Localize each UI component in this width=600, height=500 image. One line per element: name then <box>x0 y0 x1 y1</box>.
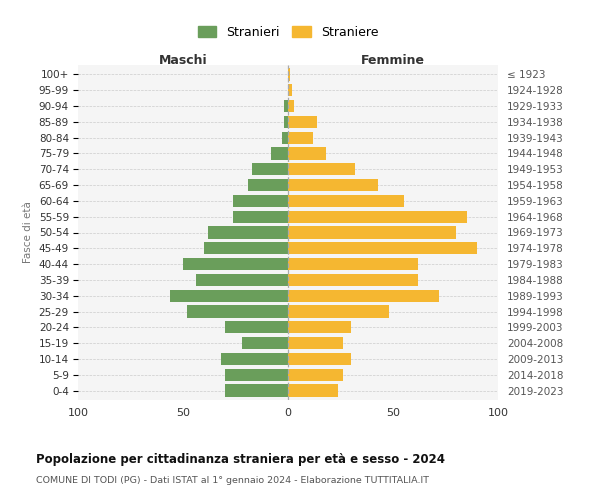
Bar <box>288 274 418 286</box>
Bar <box>288 321 351 334</box>
Bar <box>282 132 288 144</box>
Bar <box>288 258 418 270</box>
Bar <box>170 290 288 302</box>
Bar <box>288 148 326 160</box>
Bar <box>242 337 288 349</box>
Bar <box>233 194 288 207</box>
Bar <box>288 132 313 144</box>
Text: COMUNE DI TODI (PG) - Dati ISTAT al 1° gennaio 2024 - Elaborazione TUTTITALIA.IT: COMUNE DI TODI (PG) - Dati ISTAT al 1° g… <box>36 476 429 485</box>
Bar <box>288 384 338 396</box>
Bar <box>208 226 288 238</box>
Bar <box>288 226 456 238</box>
Bar <box>196 274 288 286</box>
Bar <box>271 148 288 160</box>
Bar <box>288 353 351 365</box>
Bar <box>288 163 355 175</box>
Bar <box>253 163 288 175</box>
Bar <box>221 353 288 365</box>
Bar <box>288 194 404 207</box>
Bar <box>288 210 467 223</box>
Y-axis label: Fasce di età: Fasce di età <box>23 202 33 264</box>
Bar <box>187 306 288 318</box>
Bar <box>225 321 288 334</box>
Bar <box>225 368 288 381</box>
Bar <box>288 290 439 302</box>
Bar <box>288 84 292 96</box>
Bar <box>288 242 477 254</box>
Bar <box>288 306 389 318</box>
Bar <box>288 100 295 112</box>
Bar <box>288 179 379 192</box>
Bar <box>183 258 288 270</box>
Text: Femmine: Femmine <box>361 54 425 66</box>
Text: Popolazione per cittadinanza straniera per età e sesso - 2024: Popolazione per cittadinanza straniera p… <box>36 452 445 466</box>
Bar <box>225 384 288 396</box>
Legend: Stranieri, Straniere: Stranieri, Straniere <box>193 21 383 44</box>
Bar <box>284 100 288 112</box>
Bar <box>288 368 343 381</box>
Bar <box>288 337 343 349</box>
Text: Maschi: Maschi <box>158 54 208 66</box>
Bar <box>284 116 288 128</box>
Bar <box>288 68 290 80</box>
Bar <box>204 242 288 254</box>
Bar <box>288 116 317 128</box>
Bar <box>248 179 288 192</box>
Bar <box>233 210 288 223</box>
